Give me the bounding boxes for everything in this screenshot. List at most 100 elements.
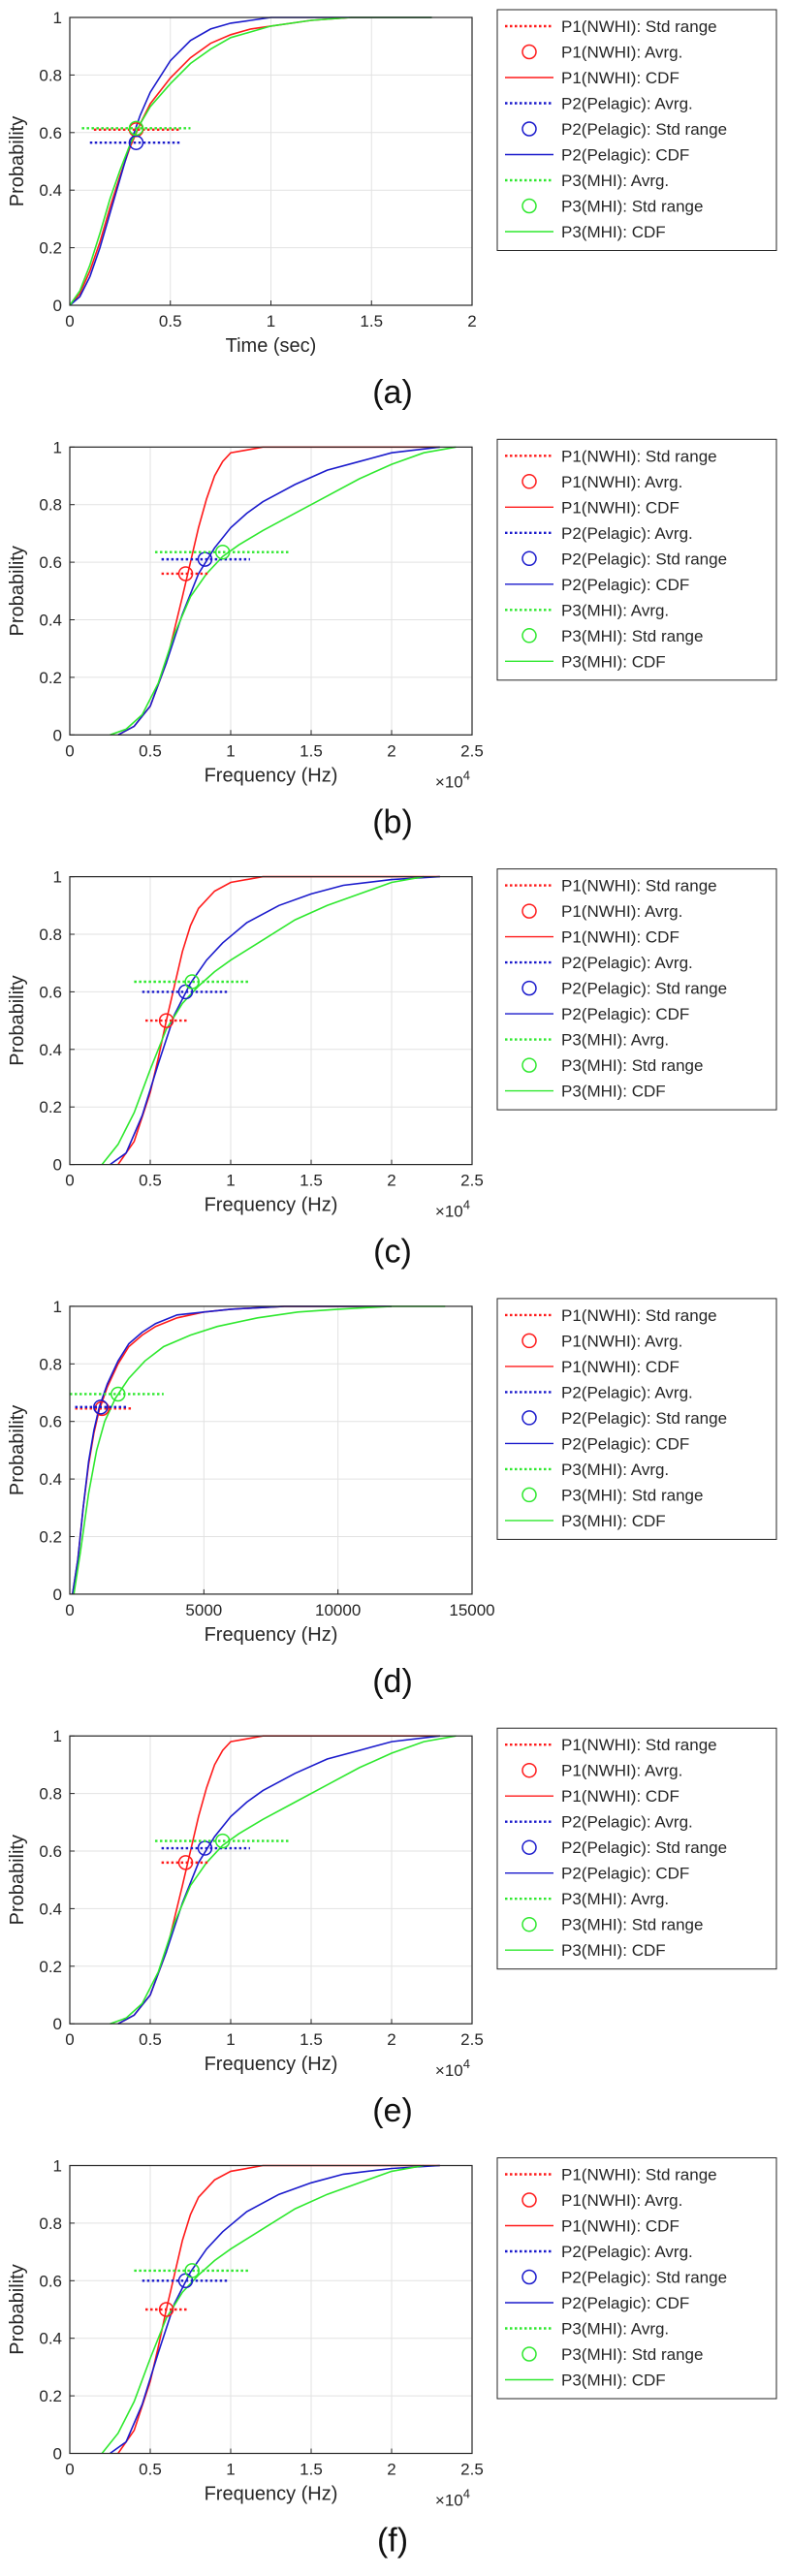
legend-entry-label: P3(MHI): CDF (561, 2372, 666, 2390)
chart-panel-c: 0 0.5 1 1.5 2 2.5 0 0.2 0.4 0.6 0.8 1 Frequency (Hz)… (7, 868, 777, 1271)
avg-marker-p3 (111, 1386, 126, 1402)
y-tick-label: 1 (53, 9, 62, 27)
y-axis-label: Probability (7, 1835, 28, 1925)
legend: P1(NWHI): Std range P1(NWHI): Avrg. P1(NWH… (496, 1727, 777, 1970)
legend-entry-label: P3(MHI): CDF (561, 1083, 666, 1101)
x-tick-label: 1 (226, 2030, 235, 2049)
panel-label: (b) (372, 803, 413, 840)
legend-entry-label: P3(MHI): Std range (561, 2345, 703, 2364)
cdf-line-p3 (69, 16, 432, 306)
x-tick-label: 2 (387, 2030, 395, 2049)
x-axis-label: Frequency (Hz) (205, 765, 338, 786)
y-tick-label: 0.2 (39, 1958, 62, 1976)
y-tick-label: 0.4 (39, 2330, 62, 2348)
legend-entry-label: P3(MHI): Avrg. (561, 1890, 669, 1908)
plot-frame (69, 875, 473, 1166)
x-tick-label: 0.5 (139, 2461, 162, 2479)
legend-box (496, 2157, 777, 2400)
y-axis-label: Probability (7, 1405, 28, 1495)
legend-entry-label: P1(NWHI): Std range (561, 877, 717, 895)
y-tick-label: 1 (53, 438, 62, 456)
plot-frame (69, 1305, 473, 1595)
y-tick-label: 0.6 (39, 1413, 62, 1431)
y-tick-label: 0.4 (39, 1900, 62, 1918)
cdf-line-p3 (101, 875, 425, 1166)
x-tick-label: 0 (65, 741, 74, 760)
y-tick-label: 0 (53, 2015, 62, 2033)
legend-entry-label: P1(NWHI): CDF (561, 69, 679, 87)
legend-swatch-circle (521, 550, 537, 567)
chart-panel-a: 0 0.5 1 1.5 2 0 0.2 0.4 0.6 0.8 1 Time (sec) Probabi… (7, 9, 777, 411)
y-tick-label: 1 (53, 868, 62, 887)
x-axis-label: Time (sec) (226, 335, 317, 357)
y-tick-label: 0.8 (39, 1355, 62, 1373)
legend-entry-label: P1(NWHI): Avrg. (561, 902, 682, 921)
cdf-line-p2 (117, 1735, 440, 2025)
x-tick-label: 2 (387, 741, 395, 760)
x-axis-label: Frequency (Hz) (205, 1624, 338, 1646)
legend-box (496, 438, 777, 681)
y-tick-label: 0.2 (39, 239, 62, 258)
x-tick-label: 15000 (449, 1601, 494, 1619)
legend-entry-label: P3(MHI): Std range (561, 1056, 703, 1075)
x-tick-label: 2.5 (460, 2030, 484, 2049)
x-tick-label: 1 (226, 1172, 235, 1190)
legend: P1(NWHI): Std range P1(NWHI): Avrg. P1(NWH… (496, 1298, 777, 1540)
x-axis-label: Frequency (Hz) (205, 2484, 338, 2505)
panel-label: (a) (372, 374, 413, 411)
y-tick-label: 1 (53, 2157, 62, 2176)
cdf-line-p2 (72, 1305, 392, 1595)
legend-entry-label: P1(NWHI): Std range (561, 2166, 717, 2184)
legend-entry-label: P2(Pelagic): Avrg. (561, 954, 693, 972)
legend-entry-label: P1(NWHI): CDF (561, 928, 679, 947)
legend-entry-label: P1(NWHI): Avrg. (561, 1762, 682, 1780)
legend-swatch-circle (521, 1916, 537, 1932)
x-tick-label: 1 (226, 2461, 235, 2479)
legend-swatch-circle (521, 1762, 537, 1778)
panel-label: (d) (372, 1663, 413, 1700)
cdf-line-p3 (101, 2164, 425, 2454)
legend-entry-label: P1(NWHI): Avrg. (561, 2191, 682, 2210)
legend-swatch-circle (521, 628, 537, 644)
y-tick-label: 0.6 (39, 2272, 62, 2290)
x-axis-label: Frequency (Hz) (205, 1195, 338, 1216)
x-exponent-label: ×104 (435, 768, 470, 791)
avg-marker-p2 (128, 135, 144, 150)
x-tick-label: 1 (267, 312, 275, 330)
y-tick-label: 0 (53, 2445, 62, 2464)
legend-entry-label: P1(NWHI): CDF (561, 2217, 679, 2236)
x-tick-label: 5000 (185, 1601, 222, 1619)
x-tick-label: 0 (65, 1601, 74, 1619)
x-tick-label: 1.5 (360, 312, 383, 330)
avg-marker-p3 (214, 1833, 231, 1849)
x-tick-label: 0.5 (139, 2030, 162, 2049)
legend-entry-label: P2(Pelagic): Avrg. (561, 1813, 693, 1832)
avg-marker-p3 (214, 544, 231, 560)
x-tick-label: 2.5 (460, 741, 484, 760)
plot-frame (69, 1735, 473, 2025)
y-tick-label: 0.2 (39, 1098, 62, 1116)
y-tick-label: 1 (53, 1298, 62, 1316)
x-tick-label: 0 (65, 312, 74, 330)
legend-entry-label: P3(MHI): Std range (561, 627, 703, 645)
y-tick-label: 0.2 (39, 1528, 62, 1547)
legend-entry-label: P2(Pelagic): CDF (561, 1005, 689, 1023)
y-tick-label: 0.6 (39, 983, 62, 1001)
x-tick-label: 0 (65, 2030, 74, 2049)
legend-box (496, 9, 777, 251)
legend-entry-label: P1(NWHI): Avrg. (561, 1332, 682, 1350)
legend-entry-label: P2(Pelagic): Avrg. (561, 524, 693, 543)
legend-entry-label: P3(MHI): CDF (561, 1941, 666, 1960)
legend-entry-label: P1(NWHI): CDF (561, 498, 679, 517)
legend-entry-label: P1(NWHI): Std range (561, 1736, 717, 1754)
y-tick-label: 0.2 (39, 2387, 62, 2405)
legend-swatch-circle (521, 1410, 537, 1426)
legend-swatch-circle (521, 1333, 537, 1349)
x-tick-label: 2 (387, 2461, 395, 2479)
y-axis-label: Probability (7, 116, 28, 206)
chart-panel-f: 0 0.5 1 1.5 2 2.5 0 0.2 0.4 0.6 0.8 1 Frequency (Hz)… (7, 2157, 777, 2560)
legend-swatch-circle (521, 2192, 537, 2208)
y-tick-label: 0 (53, 1156, 62, 1175)
x-tick-label: 10000 (315, 1601, 361, 1619)
